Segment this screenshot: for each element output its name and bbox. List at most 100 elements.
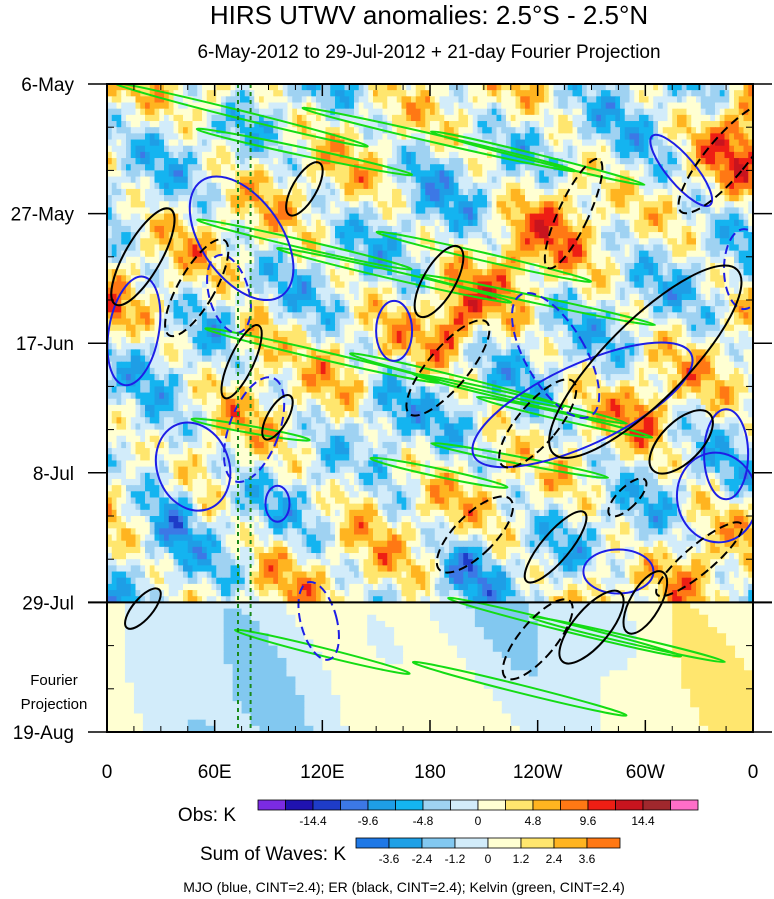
obs-cell [377, 96, 384, 104]
obs-cell [430, 127, 436, 134]
obs-cell [577, 275, 583, 283]
obs-cell [392, 201, 398, 209]
obs-cell [282, 158, 289, 165]
obs-cell [292, 151, 298, 159]
obs-cell [572, 127, 578, 134]
obs-cell [572, 139, 578, 147]
obs-cell [268, 90, 274, 97]
obs-cell [572, 84, 578, 91]
obs-cell [282, 133, 289, 141]
obs-cell [216, 256, 222, 264]
obs-cell [339, 201, 346, 209]
obs-cell [358, 201, 365, 209]
obs-cell [658, 102, 664, 110]
obs-cell [306, 256, 312, 264]
obs-cell [292, 201, 298, 209]
obs-cell [458, 195, 464, 202]
obs-cell [548, 133, 555, 141]
obs-cell [335, 176, 341, 184]
obs-cell [662, 158, 669, 165]
obs-cell [230, 127, 236, 134]
obs-cell [567, 158, 574, 165]
obs-cell [715, 269, 721, 276]
obs-cell [487, 102, 493, 110]
obs-cell [743, 164, 749, 171]
obs-cell [311, 127, 317, 134]
obs-cell [700, 151, 707, 159]
obs-cell [468, 84, 474, 91]
obs-cell [230, 262, 236, 270]
obs-cell [401, 133, 407, 141]
obs-cell [662, 133, 669, 141]
obs-cell [681, 151, 688, 159]
obs-cell [715, 139, 721, 147]
obs-cell [643, 164, 650, 171]
obs-cell [320, 306, 327, 313]
obs-cell [278, 306, 284, 313]
obs-cell [339, 188, 346, 196]
obs-cell [515, 90, 521, 97]
obs-cell [510, 133, 517, 141]
obs-cell [420, 114, 426, 122]
obs-cell [135, 90, 141, 97]
obs-cell [544, 213, 550, 221]
obs-cell [743, 121, 749, 128]
obs-cell [520, 269, 526, 276]
obs-cell [539, 300, 545, 307]
obs-cell [634, 281, 640, 289]
obs-cell [415, 188, 422, 196]
obs-cell [311, 195, 317, 202]
obs-cell [667, 244, 673, 252]
obs-cell [145, 158, 151, 165]
obs-cell [601, 133, 607, 141]
obs-cell [206, 114, 213, 122]
obs-cell [249, 213, 255, 221]
obs-cell [572, 114, 578, 122]
obs-cell [197, 232, 203, 239]
obs-cell [691, 250, 697, 258]
obs-cell [634, 108, 640, 116]
obs-cell [373, 225, 379, 233]
obs-cell [154, 269, 160, 276]
obs-cell [525, 225, 531, 233]
obs-cell [225, 195, 232, 202]
obs-cell [401, 182, 407, 190]
obs-cell [244, 90, 251, 97]
obs-cell [653, 300, 659, 307]
obs-cell [306, 225, 312, 233]
obs-cell [377, 293, 384, 301]
obs-cell [496, 256, 502, 264]
obs-cell [415, 256, 422, 264]
obs-cell [548, 281, 555, 289]
obs-cell [529, 139, 536, 147]
obs-cell [643, 127, 650, 134]
obs-cell [306, 293, 312, 301]
obs-cell [297, 127, 303, 134]
obs-cell [135, 108, 141, 116]
obs-cell [553, 158, 559, 165]
obs-cell [121, 219, 127, 227]
obs-cell [729, 213, 735, 221]
obs-cell [121, 287, 127, 295]
obs-cell [734, 102, 740, 110]
obs-cell [615, 151, 621, 159]
obs-cell [496, 158, 502, 165]
obs-cell [506, 244, 512, 252]
obs-cell [354, 133, 360, 141]
obs-cell [458, 293, 464, 301]
obs-cell [686, 164, 692, 171]
obs-cell [339, 269, 346, 276]
obs-cell [653, 121, 659, 128]
obs-cell [292, 275, 298, 283]
obs-cell [582, 244, 588, 252]
obs-cell [738, 293, 745, 301]
obs-cell [211, 114, 217, 122]
obs-cell [529, 114, 536, 122]
obs-cell [339, 238, 346, 246]
obs-cell [230, 188, 236, 196]
obs-cell [135, 232, 141, 239]
obs-cell [111, 238, 118, 246]
obs-cell [339, 275, 346, 283]
obs-cell [187, 293, 194, 301]
obs-cell [558, 262, 564, 270]
